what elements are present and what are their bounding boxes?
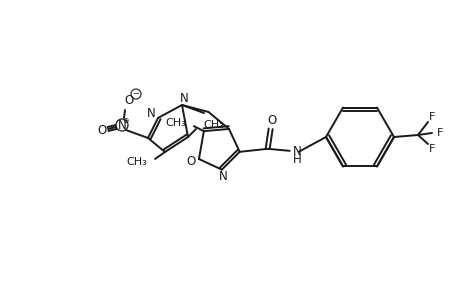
- Text: O: O: [124, 94, 133, 106]
- Text: CH₃: CH₃: [126, 157, 147, 167]
- Text: ⊕: ⊕: [122, 116, 128, 124]
- Text: H: H: [292, 153, 301, 166]
- Text: N: N: [146, 106, 155, 119]
- Text: −: −: [132, 89, 139, 98]
- Text: N: N: [218, 170, 227, 183]
- Text: F: F: [436, 128, 442, 138]
- Text: O: O: [97, 124, 106, 136]
- Text: O: O: [186, 154, 195, 167]
- Text: N: N: [292, 145, 301, 158]
- Text: O: O: [267, 114, 276, 127]
- Text: N: N: [118, 118, 126, 131]
- Text: F: F: [428, 144, 434, 154]
- Text: CH₃: CH₃: [165, 118, 185, 128]
- Text: F: F: [428, 112, 434, 122]
- Text: N: N: [179, 92, 188, 104]
- Text: CH₃: CH₃: [202, 120, 223, 130]
